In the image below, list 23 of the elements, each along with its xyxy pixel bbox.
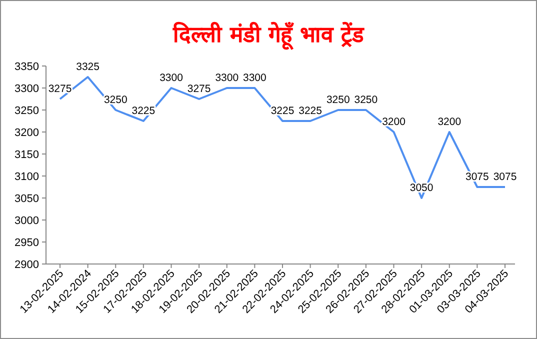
y-tick-label: 3250 — [14, 105, 39, 117]
y-tick-label: 3350 — [14, 61, 39, 73]
y-tick-label: 3000 — [14, 215, 39, 227]
data-label: 3200 — [382, 116, 406, 128]
data-label: 3200 — [438, 116, 462, 128]
y-tick-label: 3200 — [14, 127, 39, 139]
data-label: 3225 — [298, 105, 322, 117]
data-label: 3275 — [48, 83, 72, 95]
data-label: 3075 — [493, 171, 517, 183]
chart-title: दिल्ली मंडी गेहूँ भाव ट्रेंड — [172, 21, 365, 50]
data-label: 3300 — [243, 72, 267, 84]
y-tick-label: 3300 — [14, 83, 39, 95]
data-label: 3250 — [326, 94, 350, 106]
data-label: 3300 — [215, 72, 239, 84]
y-tick-label: 3100 — [14, 171, 39, 183]
y-tick-label: 2900 — [14, 259, 39, 271]
data-label: 3300 — [160, 72, 184, 84]
y-tick-label: 2950 — [14, 237, 39, 249]
y-tick-label: 3050 — [14, 193, 39, 205]
data-label: 3275 — [187, 83, 211, 95]
y-tick-label: 3150 — [14, 149, 39, 161]
data-label: 3325 — [76, 61, 100, 73]
data-label: 3250 — [354, 94, 378, 106]
